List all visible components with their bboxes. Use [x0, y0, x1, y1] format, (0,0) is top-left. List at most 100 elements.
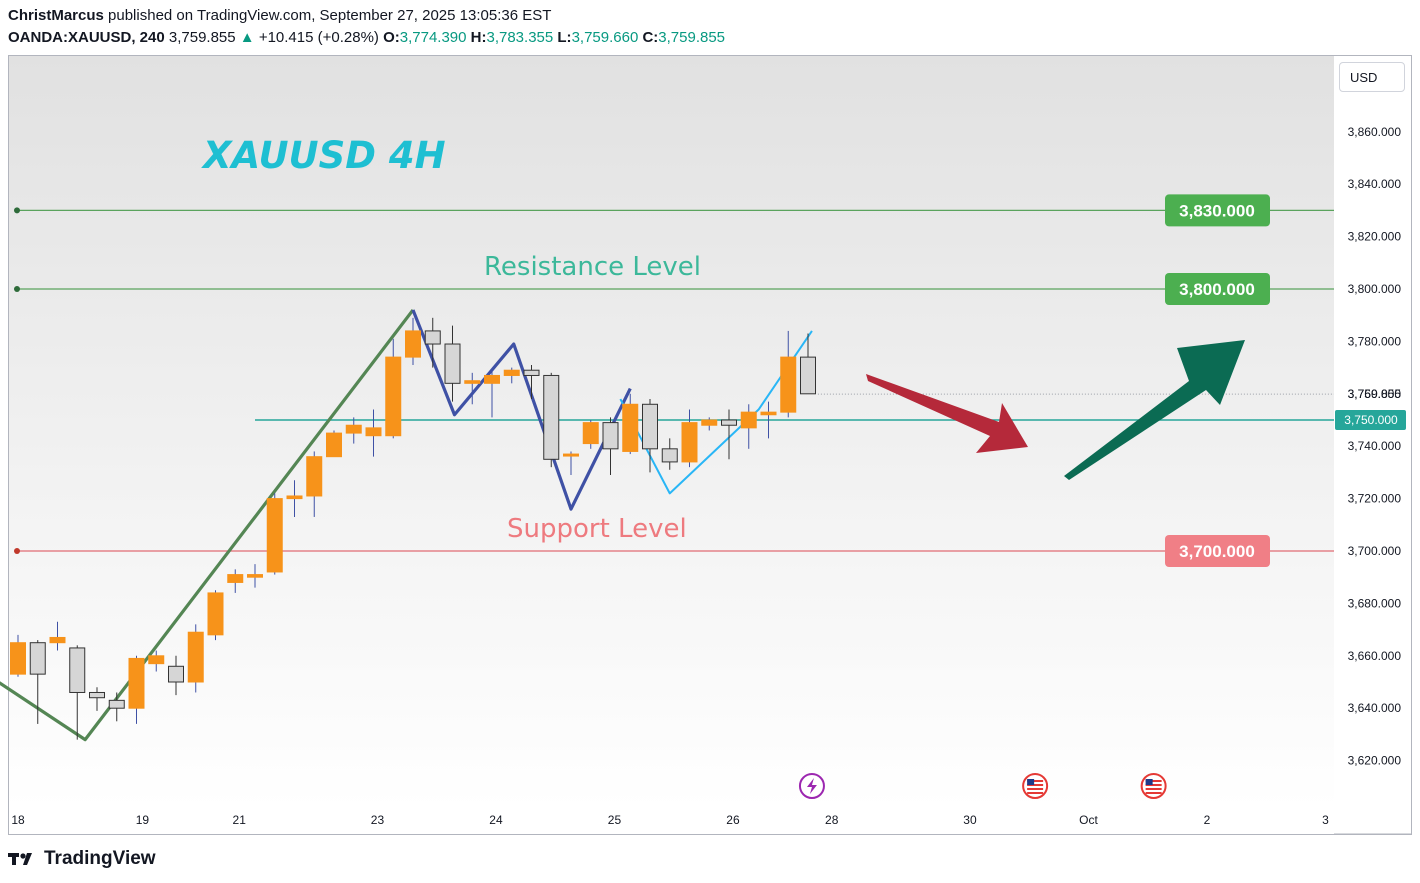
candle-body	[326, 432, 342, 458]
x-tick-label: 30	[963, 813, 977, 827]
publish-info: ChristMarcus published on TradingView.co…	[8, 7, 551, 24]
candle	[128, 655, 145, 724]
candle-body	[227, 574, 244, 583]
high-label: H:	[470, 29, 487, 46]
level-anchor-resistance_upper	[14, 207, 20, 214]
chart-background	[9, 56, 1334, 808]
candle	[10, 634, 26, 677]
currency-button[interactable]: USD	[1339, 62, 1405, 92]
candle-body	[128, 657, 145, 709]
resistance-label: Resistance Level	[484, 252, 701, 282]
candle	[405, 317, 421, 365]
candle-body	[69, 647, 86, 693]
price-axis-background	[1334, 56, 1411, 834]
bearish-arrow-icon	[866, 374, 1028, 453]
y-tick-label: 3,720.000	[1348, 492, 1402, 506]
candle-body	[523, 369, 540, 376]
candle	[345, 417, 362, 444]
support-label: Support Level	[507, 514, 687, 544]
flag-stripe	[1145, 784, 1162, 786]
candle	[800, 333, 816, 395]
level-badge-text-resistance: 3,800.000	[1179, 280, 1255, 299]
y-tick-label: 3,860.000	[1348, 125, 1402, 139]
zigzag-green	[0, 308, 415, 742]
low-value: 3,759.660	[571, 29, 639, 46]
candle	[503, 367, 520, 384]
last-price: 3,759.855	[168, 29, 236, 46]
candle	[543, 372, 560, 468]
candle	[247, 564, 263, 588]
tradingview-logo-icon	[8, 853, 32, 865]
candle	[326, 430, 342, 458]
low-label: L:	[557, 29, 572, 46]
level-badge-support	[1165, 535, 1270, 567]
candle	[49, 621, 66, 651]
y-tick-label: 3,760.000	[1348, 387, 1402, 401]
close-label: C:	[642, 29, 659, 46]
candle-body	[464, 380, 481, 384]
x-tick-label: 24	[489, 813, 503, 827]
flag-stripe	[1145, 780, 1162, 782]
symbol-name[interactable]: OANDA:XAUUSD, 240	[8, 29, 165, 46]
tradingview-brand: TradingView	[44, 848, 156, 869]
candle-body	[405, 330, 421, 358]
flag-stripe	[1145, 792, 1162, 794]
zigzag-blue	[411, 309, 632, 511]
candle	[207, 590, 224, 641]
y-tick-label: 3,800.000	[1348, 282, 1402, 296]
author-name[interactable]: ChristMarcus	[8, 7, 104, 24]
candle	[385, 338, 402, 439]
symbol-info: OANDA:XAUUSD, 240 3,759.855 ▲ +10.415 (+…	[8, 29, 725, 46]
candle	[365, 409, 382, 457]
candle	[661, 438, 678, 470]
candle-body	[484, 374, 500, 384]
level-anchor-resistance	[14, 286, 20, 292]
candle	[780, 330, 797, 418]
candle	[523, 364, 540, 400]
candle-body	[49, 636, 66, 644]
candle	[602, 417, 619, 476]
candle	[227, 569, 244, 593]
flag-canton	[1027, 779, 1035, 785]
chart-frame	[8, 55, 1412, 835]
candle	[582, 420, 599, 449]
candle	[563, 451, 579, 476]
x-tick-label: 2	[1204, 813, 1211, 827]
x-tick-label: 26	[726, 813, 740, 827]
candle	[187, 624, 204, 693]
candle-body	[622, 403, 639, 452]
lightning-glyph	[806, 778, 817, 794]
y-tick-label: 3,820.000	[1348, 230, 1402, 244]
candle-body	[721, 419, 737, 426]
candle-body	[345, 424, 362, 434]
candle	[681, 409, 698, 468]
x-tick-label: Oct	[1079, 813, 1098, 827]
candle-body	[701, 419, 718, 426]
candle-body	[385, 356, 402, 437]
flag-stripe	[1027, 788, 1044, 790]
candle-body	[148, 655, 165, 665]
x-tick-label: 21	[233, 813, 247, 827]
candle-body	[10, 642, 26, 675]
flag-stripe	[1145, 788, 1162, 790]
candle-body	[661, 448, 678, 463]
candle	[740, 404, 757, 449]
candle-body	[89, 691, 105, 699]
candle-body	[247, 574, 263, 578]
open-value: 3,774.390	[399, 29, 467, 46]
candle	[484, 370, 500, 418]
candle	[701, 417, 718, 431]
candle	[168, 655, 184, 696]
candle-body	[187, 631, 204, 683]
tradingview-footer[interactable]: TradingView	[8, 848, 156, 870]
x-tick-label: 28	[825, 813, 839, 827]
y-tick-label: 3,780.000	[1348, 334, 1402, 348]
level-badge-text-support: 3,700.000	[1179, 542, 1255, 561]
candle-body	[543, 374, 560, 460]
x-tick-label: 19	[136, 813, 150, 827]
candle-body	[168, 665, 184, 683]
candle	[622, 393, 639, 455]
candle-body	[365, 427, 382, 437]
candle-body	[29, 642, 46, 675]
